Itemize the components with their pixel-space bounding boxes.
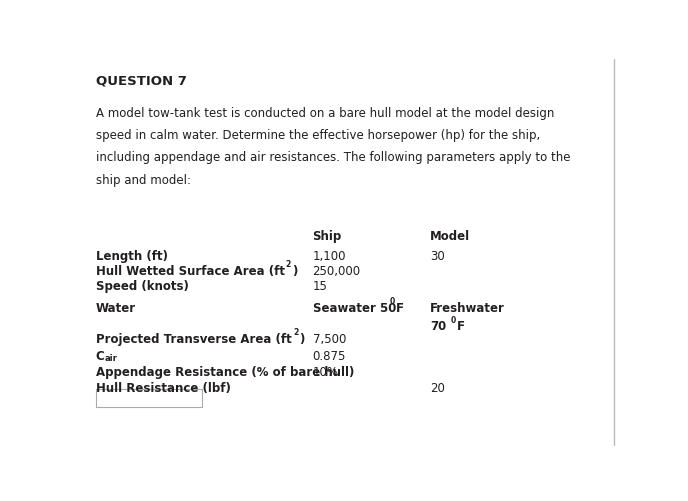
Text: Freshwater: Freshwater	[430, 301, 505, 314]
Text: Hull Resistance (lbf): Hull Resistance (lbf)	[96, 381, 230, 394]
Text: Ship: Ship	[312, 230, 342, 243]
Text: Model: Model	[430, 230, 470, 243]
Text: ship and model:: ship and model:	[96, 173, 191, 186]
Text: 15: 15	[312, 279, 327, 292]
Text: 0: 0	[390, 297, 395, 306]
Text: 250,000: 250,000	[312, 265, 361, 278]
Text: 20: 20	[430, 381, 444, 394]
Text: 30: 30	[430, 249, 444, 262]
Text: Projected Transverse Area (ft: Projected Transverse Area (ft	[96, 332, 291, 345]
Text: A model tow-tank test is conducted on a bare hull model at the model design: A model tow-tank test is conducted on a …	[96, 106, 554, 119]
Text: 7,500: 7,500	[312, 332, 346, 345]
Text: Speed (knots): Speed (knots)	[96, 279, 189, 292]
Text: 0.875: 0.875	[312, 350, 346, 362]
Text: 10%: 10%	[312, 365, 338, 378]
Text: ): )	[292, 265, 297, 278]
Text: 70: 70	[430, 320, 446, 333]
Text: Seawater 50: Seawater 50	[312, 301, 396, 314]
Text: Water: Water	[96, 301, 136, 314]
Text: F: F	[457, 320, 464, 333]
Text: Appendage Resistance (% of bare hull): Appendage Resistance (% of bare hull)	[96, 365, 354, 378]
Text: including appendage and air resistances. The following parameters apply to the: including appendage and air resistances.…	[96, 151, 570, 164]
Text: QUESTION 7: QUESTION 7	[96, 75, 186, 88]
FancyBboxPatch shape	[96, 389, 202, 407]
Text: Hull Wetted Surface Area (ft: Hull Wetted Surface Area (ft	[96, 265, 285, 278]
Text: air: air	[104, 353, 117, 362]
Text: Length (ft): Length (ft)	[96, 249, 168, 262]
Text: ): )	[299, 332, 305, 345]
Text: 2: 2	[285, 260, 290, 269]
Text: 0: 0	[450, 315, 455, 324]
Text: C: C	[96, 350, 105, 362]
Text: 1,100: 1,100	[312, 249, 346, 262]
Text: speed in calm water. Determine the effective horsepower (hp) for the ship,: speed in calm water. Determine the effec…	[96, 129, 540, 142]
Text: F: F	[396, 301, 404, 314]
Text: 2: 2	[293, 328, 298, 337]
